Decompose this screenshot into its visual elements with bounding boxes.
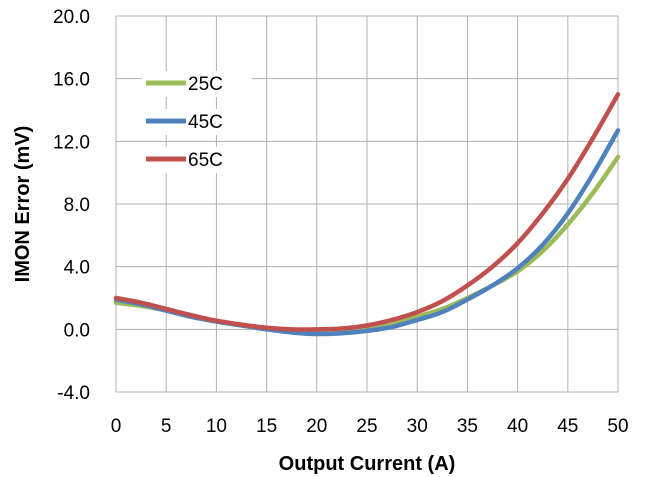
x-tick-label: 45: [557, 416, 578, 437]
x-tick-label: 25: [356, 416, 377, 437]
legend-label-65C: 65C: [188, 150, 223, 171]
x-tick-label: 15: [256, 416, 277, 437]
x-axis-title: Output Current (A): [279, 453, 456, 475]
y-tick-label: 16.0: [53, 70, 90, 91]
legend-label-25C: 25C: [188, 74, 223, 95]
x-tick-label: 40: [507, 416, 528, 437]
legend-label-45C: 45C: [188, 112, 223, 133]
y-axis-title: IMON Error (mV): [12, 126, 34, 283]
x-tick-label: 30: [407, 416, 428, 437]
y-tick-label: 8.0: [64, 195, 90, 216]
series-lines: [113, 92, 621, 337]
y-tick-label: 12.0: [53, 132, 90, 153]
x-tick-label: 10: [206, 416, 227, 437]
series-line-65C: [113, 92, 621, 332]
x-tick-label: 5: [161, 416, 172, 437]
tick-labels: 0 5 10 15 20 25 30 35 40 45 50 -4.0 0.0 4.0 8.0 12.0 16.…: [53, 7, 629, 437]
x-tick-label: 50: [607, 416, 628, 437]
x-tick-label: 35: [457, 416, 478, 437]
y-tick-label: 0.0: [64, 320, 90, 341]
y-tick-label: -4.0: [57, 383, 90, 404]
y-tick-label: 4.0: [64, 258, 90, 279]
y-tick-label: 20.0: [53, 7, 90, 28]
x-tick-label: 20: [306, 416, 327, 437]
legend: 25C 45C 65C: [142, 71, 252, 173]
x-tick-label: 0: [111, 416, 122, 437]
